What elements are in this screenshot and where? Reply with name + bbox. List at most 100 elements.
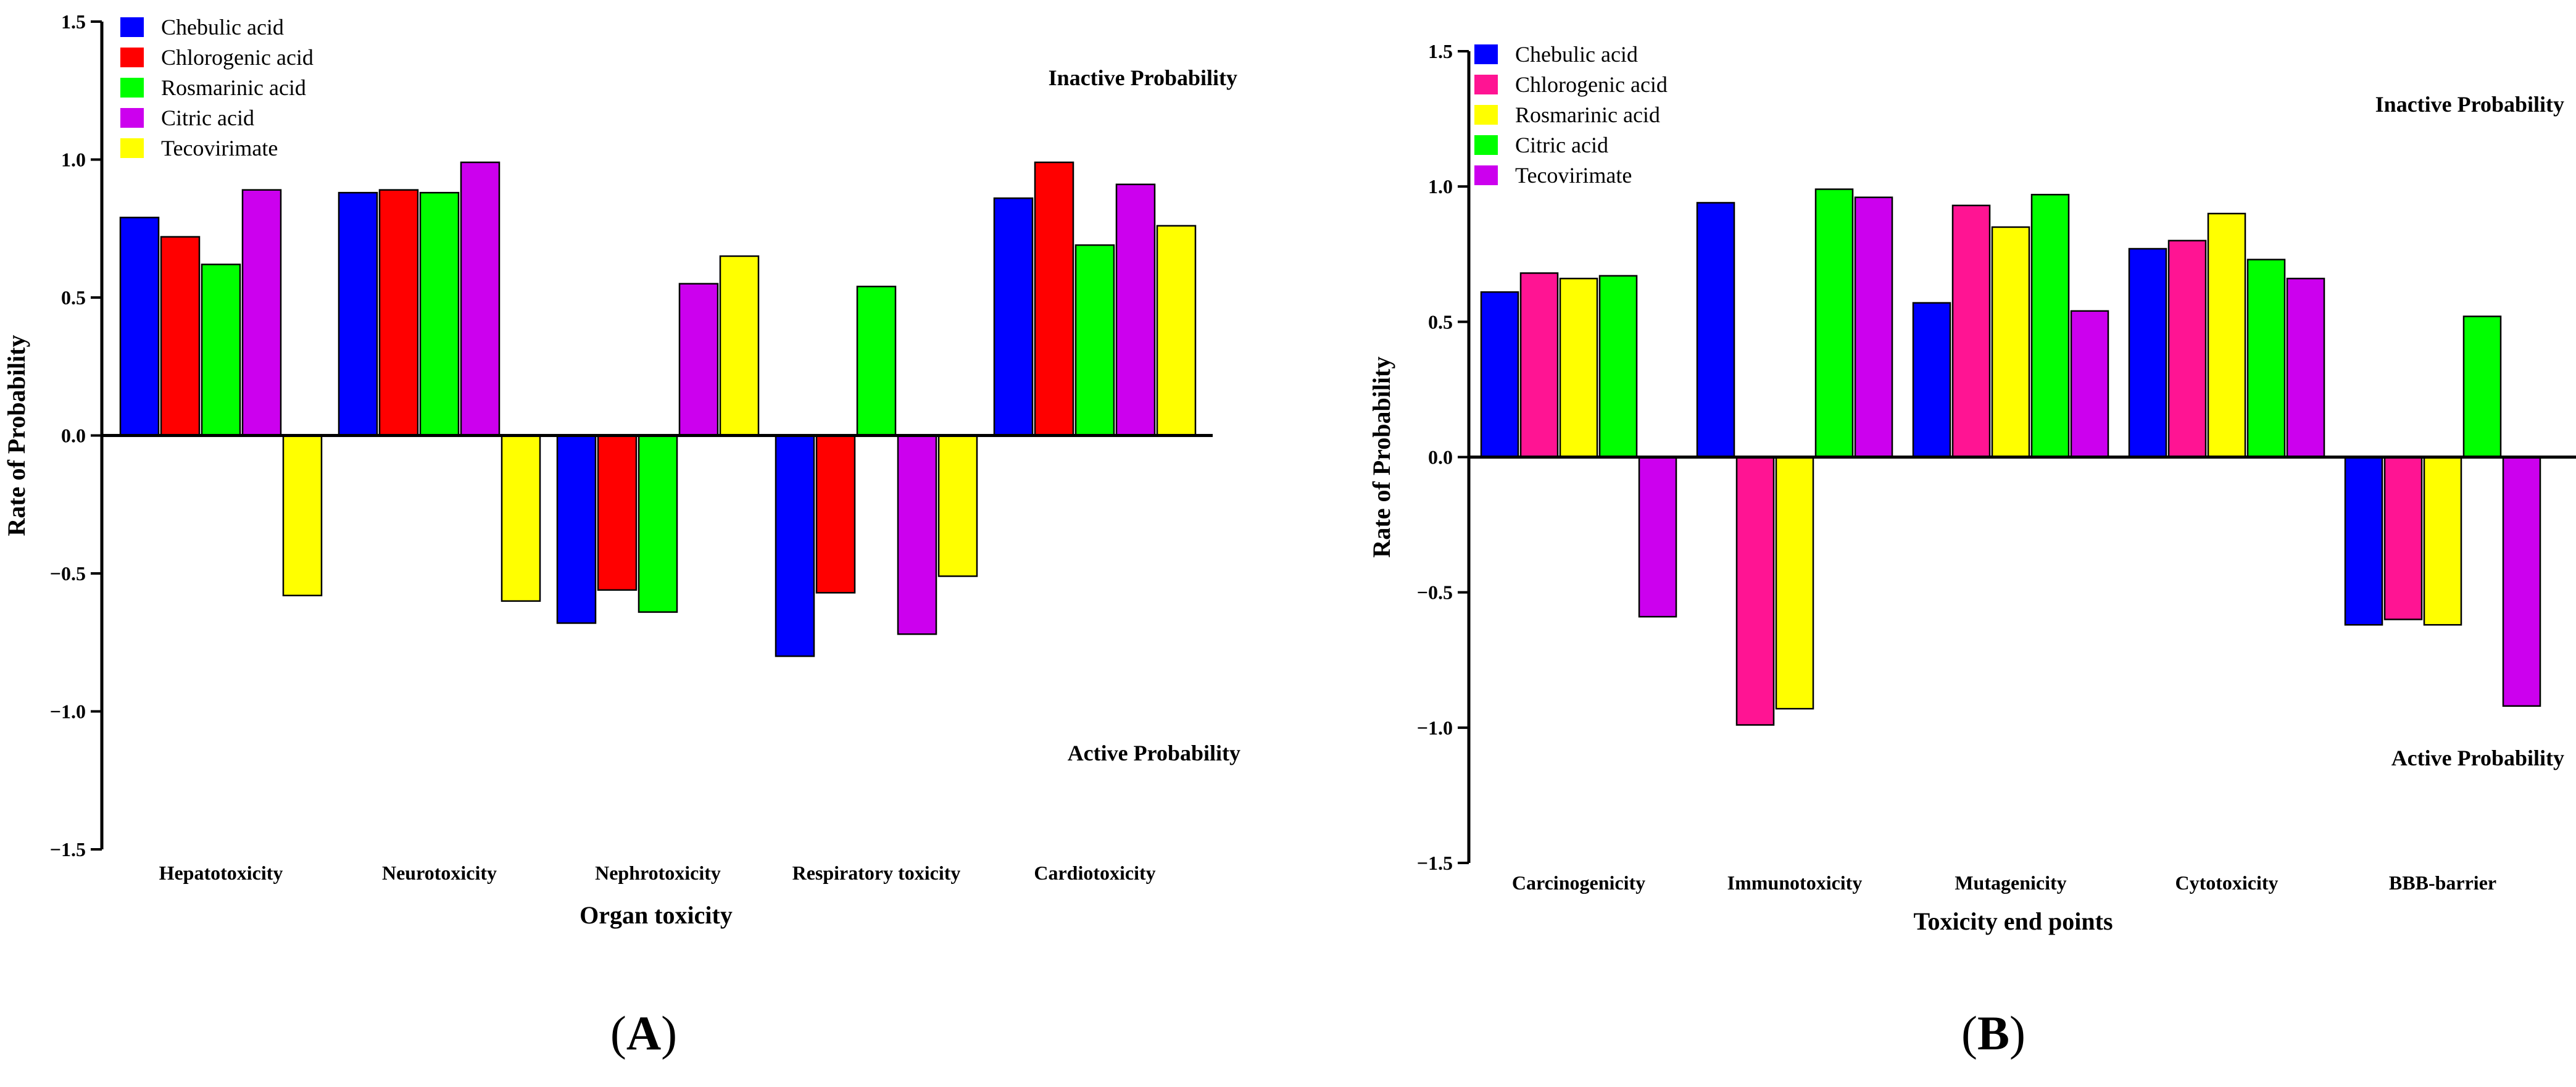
y-tick-label: 1.5 — [1428, 40, 1453, 62]
bar — [937, 435, 978, 577]
bar — [1696, 202, 1735, 458]
bar — [201, 264, 241, 436]
x-tick-label: BBB-barrier — [2389, 872, 2496, 894]
bar — [338, 191, 378, 436]
bar — [2344, 456, 2383, 626]
y-tick-label: 0.5 — [1428, 310, 1453, 333]
annotation-inactive: Inactive Probability — [2375, 92, 2564, 117]
bar — [1519, 272, 1559, 458]
bar — [1638, 456, 1677, 618]
legend-label: Rosmarinic acid — [161, 75, 306, 100]
bar — [160, 236, 201, 436]
bar — [1814, 188, 1854, 458]
legend-label: Tecovirimate — [161, 136, 278, 160]
legend: Chebulic acid Chlorogenic acid Rosmarinic … — [1474, 42, 1668, 188]
panel-label: (A) — [610, 1006, 677, 1060]
y-tick-label: −0.5 — [1417, 581, 1453, 604]
annotation-inactive: Inactive Probability — [1049, 65, 1237, 90]
x-tick-label: Neurotoxicity — [382, 862, 497, 884]
legend-swatch — [1474, 105, 1498, 125]
bar — [419, 191, 460, 436]
bar — [638, 435, 678, 613]
bar — [2246, 259, 2286, 458]
legend-swatch — [120, 48, 144, 67]
bar — [1991, 226, 2030, 458]
bar — [678, 283, 719, 436]
bar — [1598, 275, 1638, 458]
x-tick-label: Immunotoxicity — [1727, 872, 1863, 894]
bar — [1951, 204, 1991, 458]
y-tick-label: −1.5 — [1417, 852, 1453, 874]
bar — [119, 217, 160, 436]
legend-swatch — [1474, 75, 1498, 94]
bar — [775, 435, 815, 657]
bar — [1034, 161, 1074, 436]
y-tick-label: 1.0 — [61, 149, 86, 171]
bar — [1074, 244, 1115, 436]
bar — [597, 435, 638, 591]
bar — [815, 435, 856, 594]
legend-swatch — [120, 108, 144, 128]
bar — [2167, 239, 2207, 458]
annotation-active: Active Probability — [2391, 746, 2564, 770]
bar — [2207, 212, 2246, 458]
x-axis-label: Toxicity end points — [1913, 907, 2113, 935]
legend-swatch — [1474, 44, 1498, 64]
y-axis-label: Rate of Probability — [2, 335, 30, 536]
y-tick-label: −0.5 — [50, 562, 86, 585]
x-tick-label: Respiratory toxicity — [792, 862, 961, 884]
legend-swatch — [120, 78, 144, 98]
bar — [1775, 456, 1814, 710]
bar — [460, 161, 501, 436]
legend: Chebulic acid Chlorogenic acid Rosmarinic … — [120, 15, 314, 160]
panel-letter: A — [626, 1006, 661, 1060]
y-tick-label: 1.5 — [61, 10, 86, 33]
y-tick-label: 0.5 — [61, 286, 86, 309]
bar — [2070, 310, 2109, 458]
x-axis-label: Organ toxicity — [580, 901, 733, 929]
legend-label: Chlorogenic acid — [1515, 72, 1668, 97]
panel-letter: B — [1977, 1006, 2009, 1060]
y-tick-label: 1.0 — [1428, 175, 1453, 198]
bar — [1559, 277, 1598, 458]
legend-label: Citric acid — [1515, 133, 1608, 157]
y-tick-label: 0.0 — [1428, 446, 1453, 469]
bar — [1735, 456, 1775, 726]
legend-swatch — [1474, 135, 1498, 155]
y-axis-label: Rate of Probability — [1368, 357, 1395, 558]
legend-label: Tecovirimate — [1515, 163, 1632, 188]
bar — [2502, 456, 2541, 707]
legend-label: Rosmarinic acid — [1515, 102, 1660, 127]
x-tick-label: Cytotoxicity — [2175, 872, 2278, 894]
bar — [282, 435, 323, 597]
bar — [1480, 291, 1519, 458]
chart-panel-b: 1.5 1.0 0.5 0.0 −0.5 −1.0 −1.5 Rate of Probabil… — [1368, 40, 2576, 1060]
bar — [2286, 277, 2325, 458]
bar — [719, 255, 760, 436]
bar — [241, 189, 282, 436]
bar — [1156, 225, 1197, 436]
bar — [856, 285, 897, 436]
x-tick-label: Cardiotoxicity — [1034, 862, 1155, 884]
bar — [897, 435, 937, 635]
legend-swatch — [120, 17, 144, 37]
legend-label: Citric acid — [161, 106, 254, 130]
bar — [2383, 456, 2423, 620]
bar — [2462, 315, 2502, 458]
bar — [2030, 194, 2070, 458]
x-tick-label: Carcinogenicity — [1512, 872, 1645, 894]
x-tick-label: Mutagenicity — [1955, 872, 2066, 894]
bar — [993, 197, 1034, 436]
bar — [378, 189, 419, 436]
legend-label: Chlorogenic acid — [161, 45, 314, 70]
bar — [1115, 183, 1156, 436]
x-tick-label: Nephrotoxicity — [595, 862, 721, 884]
bar — [1912, 302, 1951, 458]
x-tick-label: Hepatotoxicity — [159, 862, 283, 884]
bar — [2128, 248, 2167, 458]
bar — [1854, 196, 1893, 458]
chart-panel-a: 1.5 1.0 0.5 0.0 −0.5 −1.0 −1.5 Rate of Probabil… — [2, 10, 1240, 1060]
bar — [501, 435, 541, 602]
y-tick-label: −1.5 — [50, 838, 86, 860]
